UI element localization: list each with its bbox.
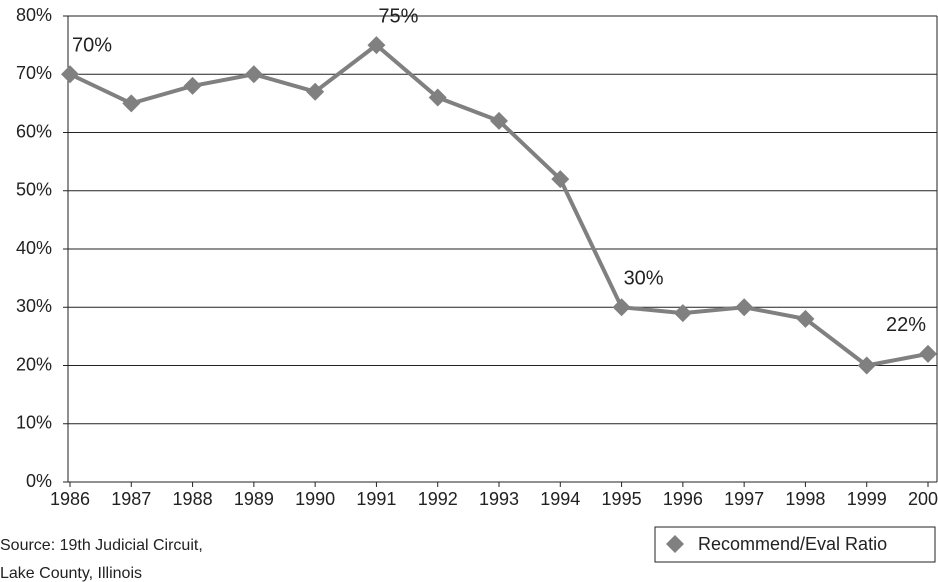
legend-label: Recommend/Eval Ratio [698, 534, 887, 554]
y-tick-label: 40% [16, 238, 52, 258]
marker [673, 304, 692, 323]
y-tick-label: 80% [16, 5, 52, 25]
marker [61, 65, 79, 84]
x-tick-label: 1998 [785, 489, 825, 509]
marker [122, 94, 141, 113]
y-tick-label: 20% [16, 354, 52, 374]
marker [428, 88, 447, 107]
data-label: 70% [72, 35, 112, 57]
marker [490, 111, 508, 130]
y-tick-label: 0% [26, 471, 52, 491]
x-tick-label: 1990 [295, 489, 335, 509]
x-tick-label: 1987 [111, 489, 151, 509]
y-tick-label: 50% [16, 180, 52, 200]
x-tick-label: 1988 [173, 489, 213, 509]
marker [244, 65, 263, 84]
x-tick-label: 1991 [356, 489, 396, 509]
x-tick-label: 1995 [602, 489, 642, 509]
x-tick-label: 1994 [540, 489, 580, 509]
marker [919, 344, 937, 363]
y-tick-label: 30% [16, 296, 52, 316]
marker [612, 298, 631, 317]
marker [796, 309, 815, 328]
x-tick-label: 1997 [724, 489, 764, 509]
data-label: 30% [624, 268, 664, 290]
marker [306, 82, 325, 101]
legend-marker [666, 535, 684, 553]
marker [367, 36, 386, 55]
x-tick-label: 1992 [418, 489, 458, 509]
marker [735, 298, 754, 317]
y-tick-label: 70% [16, 63, 52, 83]
x-tick-label: 1996 [663, 489, 703, 509]
legend-box [654, 526, 936, 563]
y-tick-label: 10% [16, 413, 52, 433]
y-tick-label: 60% [16, 121, 52, 141]
source: Lake County, Illinois [0, 565, 142, 582]
marker [551, 170, 570, 189]
marker [183, 76, 202, 95]
x-tick-label: 1986 [50, 489, 90, 509]
data-label: 22% [886, 314, 926, 336]
marker [857, 356, 876, 375]
x-tick-label: 1993 [479, 489, 519, 509]
source: Source: 19th Judicial Circuit, [0, 537, 203, 554]
x-tick-label: 1989 [234, 489, 274, 509]
data-label: 75% [378, 5, 418, 27]
x-tick-label: 2000 [908, 489, 938, 509]
x-tick-label: 1999 [847, 489, 887, 509]
